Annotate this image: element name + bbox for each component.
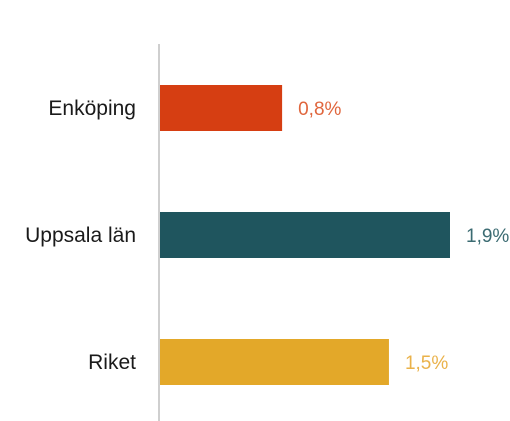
bar: [160, 212, 450, 258]
value-label: 1,5%: [405, 353, 448, 374]
category-labels: Enköping Uppsala län Riket: [25, 97, 136, 374]
category-label: Riket: [88, 351, 136, 374]
value-label: 0,8%: [298, 99, 341, 120]
category-label: Enköping: [48, 97, 136, 120]
bar: [160, 339, 389, 385]
value-labels: 0,8% 1,9% 1,5%: [298, 99, 509, 374]
bars: [160, 85, 450, 385]
category-label: Uppsala län: [25, 224, 136, 247]
value-label: 1,9%: [466, 226, 509, 247]
bar: [160, 85, 283, 131]
